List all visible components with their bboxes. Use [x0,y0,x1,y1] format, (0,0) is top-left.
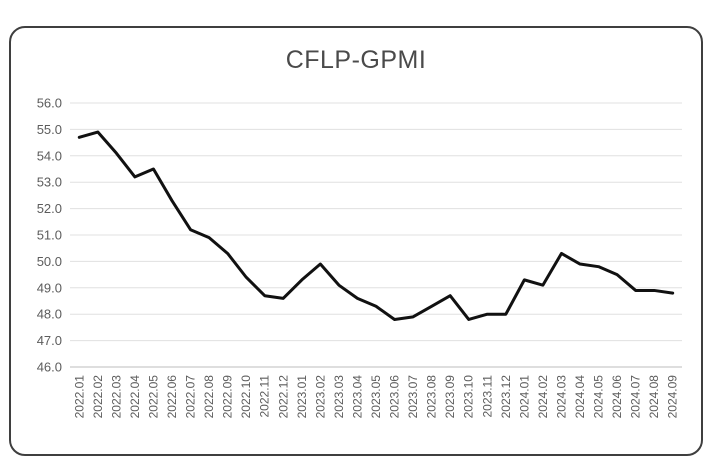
data-point [207,236,211,240]
data-point [263,294,267,298]
data-point [151,167,155,171]
y-tick-label: 54.0 [37,148,62,163]
data-point [189,228,193,232]
x-tick-label: 2022.08 [202,375,216,419]
x-tick-label: 2022.12 [276,375,290,419]
data-point [133,175,137,179]
y-tick-label: 56.0 [37,96,62,111]
data-point [374,304,378,308]
x-tick-label: 2024.09 [666,375,680,419]
x-tick-label: 2022.09 [221,375,235,419]
x-tick-label: 2024.07 [629,375,643,419]
x-tick-label: 2022.04 [128,375,142,419]
y-tick-label: 50.0 [37,254,62,269]
y-tick-label: 47.0 [37,333,62,348]
y-tick-label: 53.0 [37,175,62,190]
x-tick-label: 2023.04 [350,375,364,419]
x-tick-label: 2023.01 [295,375,309,419]
data-point [541,283,545,287]
x-tick-label: 2024.06 [610,375,624,419]
data-point [337,283,341,287]
data-point [671,291,675,295]
data-point [578,262,582,266]
data-point [504,312,508,316]
data-point [355,296,359,300]
x-tick-label: 2022.03 [109,375,123,419]
x-tick-label: 2022.06 [165,375,179,419]
data-point [393,317,397,321]
data-point [652,288,656,292]
data-point [634,288,638,292]
data-point [244,275,248,279]
x-tick-label: 2023.10 [462,375,476,419]
y-tick-label: 46.0 [37,360,62,375]
data-point [281,296,285,300]
x-tick-label: 2023.12 [499,375,513,419]
x-axis: 2022.01 2022.02 2022.03 2022.04 2022.05 2022.… [72,375,679,419]
data-point [615,273,619,277]
data-point [170,199,174,203]
data-point [522,278,526,282]
x-tick-label: 2023.07 [406,375,420,419]
data-point [467,317,471,321]
x-tick-label: 2022.05 [146,375,160,419]
x-tick-label: 2022.02 [91,375,105,419]
data-point [96,130,100,134]
y-tick-label: 49.0 [37,280,62,295]
x-tick-label: 2022.11 [258,375,272,418]
data-point [300,278,304,282]
x-tick-label: 2023.08 [425,375,439,419]
x-tick-label: 2024.01 [517,375,531,419]
y-tick-label: 52.0 [37,201,62,216]
data-point [430,304,434,308]
x-tick-label: 2023.06 [388,375,402,419]
x-tick-label: 2023.05 [369,375,383,419]
data-point [77,135,81,139]
y-tick-label: 51.0 [37,228,62,243]
x-tick-label: 2023.09 [443,375,457,419]
data-point [114,151,118,155]
data-point [485,312,489,316]
data-point [597,265,601,269]
y-axis: 46.0 47.0 48.0 49.0 50.0 51.0 52.0 53.0 54.0 55.0… [37,96,62,375]
x-tick-label: 2022.01 [72,375,86,419]
x-tick-label: 2023.11 [480,375,494,418]
data-point [559,251,563,255]
chart-frame [9,26,703,456]
series-line [77,130,675,321]
data-point [448,294,452,298]
data-point [411,315,415,319]
x-tick-label: 2022.10 [239,375,253,419]
series [77,130,675,321]
x-tick-label: 2024.03 [554,375,568,419]
x-tick-label: 2024.05 [592,375,606,419]
x-tick-label: 2024.04 [573,375,587,419]
data-point [226,251,230,255]
x-tick-label: 2023.03 [332,375,346,419]
gridlines [70,102,682,368]
y-tick-label: 55.0 [37,122,62,137]
chart-title: CFLP-GPMI [285,46,427,74]
x-tick-label: 2022.07 [184,375,198,419]
x-tick-label: 2024.08 [647,375,661,419]
y-tick-label: 48.0 [37,307,62,322]
data-point [318,262,322,266]
x-tick-label: 2023.02 [313,375,327,419]
x-tick-label: 2024.02 [536,375,550,419]
